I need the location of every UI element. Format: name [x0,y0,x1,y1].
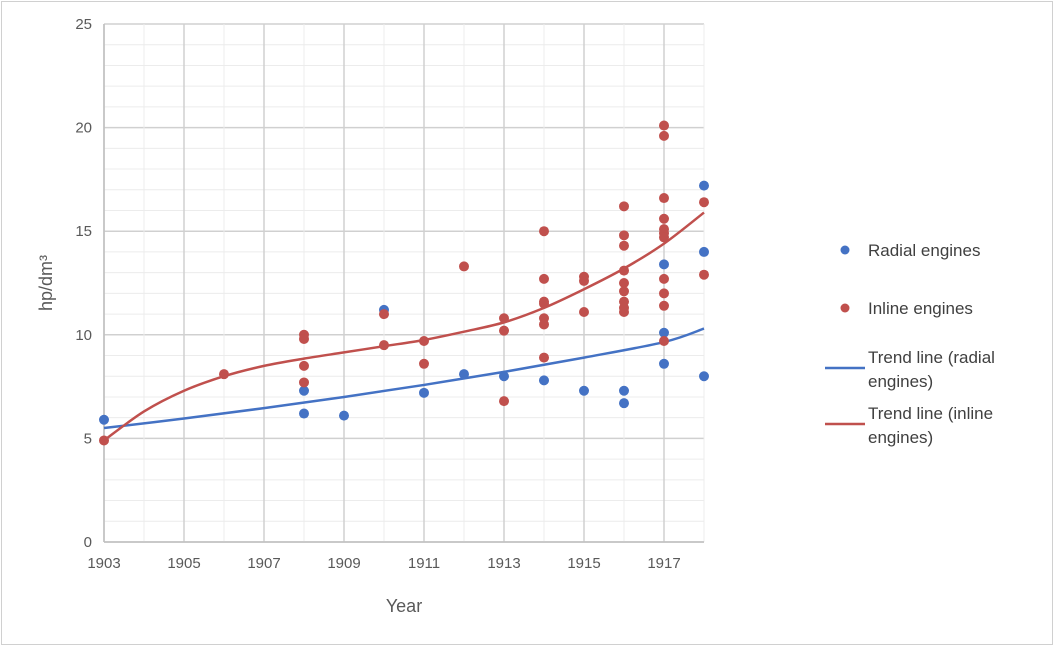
data-point [659,327,669,338]
data-point [379,309,389,320]
data-point [619,240,629,251]
legend-label: Trend line (radial [868,348,995,367]
data-point [499,371,509,382]
data-point [619,278,629,288]
data-point [619,398,629,409]
data-point [499,325,509,336]
x-tick-label: 1905 [167,555,200,572]
data-point [659,120,669,131]
tick-labels: 1903 1905 1907 1909 1911 1913 1915 1917 0 5 10 15 20… [75,16,680,572]
x-axis-label: Year [386,596,422,616]
y-tick-label: 10 [75,327,92,344]
legend: Radial engines Inline engines Trend line (… [825,241,995,447]
x-tick-label: 1911 [408,555,440,572]
data-point [539,352,549,363]
data-point [619,286,629,297]
data-point [699,180,709,191]
data-point [619,307,629,318]
data-point [699,371,709,382]
data-point [299,385,309,396]
data-point [659,288,669,299]
legend-marker-dot [840,245,850,255]
data-point [699,269,709,280]
data-point [659,300,669,311]
data-point [459,261,469,272]
legend-marker-dot [840,303,850,313]
x-tick-label: 1917 [647,555,680,572]
data-point [299,333,309,344]
data-point [539,319,549,330]
data-point [99,414,109,425]
data-point [659,273,669,284]
data-point [659,193,669,204]
data-point [579,307,589,318]
trend-line [103,211,705,442]
data-point [539,273,549,284]
x-tick-label: 1915 [567,555,600,572]
data-point [659,259,669,270]
data-point [419,358,429,369]
data-point [379,340,389,351]
data-point [99,435,109,446]
x-tick-label: 1903 [87,555,120,572]
y-tick-label: 5 [84,430,92,447]
y-tick-label: 25 [75,16,92,33]
x-tick-label: 1913 [487,555,520,572]
data-point [659,358,669,369]
y-tick-label: 20 [75,120,92,137]
data-point [579,385,589,396]
data-point [699,197,709,208]
x-tick-label: 1909 [327,555,360,572]
legend-label: Inline engines [868,299,973,318]
data-point [659,130,669,141]
data-point [499,313,509,324]
data-point [539,226,549,237]
trend-lines [103,211,705,442]
data-point [619,230,629,241]
data-point [419,387,429,398]
data-point [299,377,309,388]
gridlines [103,23,705,543]
y-tick-label: 0 [84,534,92,551]
legend-label: Trend line (inline [868,404,993,423]
data-point [659,232,669,243]
data-point [619,265,629,276]
data-point [659,336,669,347]
data-point [299,408,309,419]
trend-line [103,327,705,430]
data-points [99,120,709,446]
data-point [539,298,549,309]
data-point [419,336,429,347]
data-point [539,375,549,386]
data-point [339,410,349,421]
legend-label: engines) [868,372,933,391]
data-point [579,275,589,286]
data-point [619,385,629,396]
data-point [299,360,309,371]
y-axis-label: hp/dm³ [36,255,56,311]
data-point [699,246,709,257]
x-tick-label: 1907 [247,555,280,572]
data-point [499,396,509,407]
data-point [459,369,469,380]
legend-label: Radial engines [868,241,980,260]
legend-label: engines) [868,428,933,447]
data-point [219,369,229,380]
data-point [659,213,669,224]
data-point [619,201,629,212]
y-tick-label: 15 [75,223,92,240]
